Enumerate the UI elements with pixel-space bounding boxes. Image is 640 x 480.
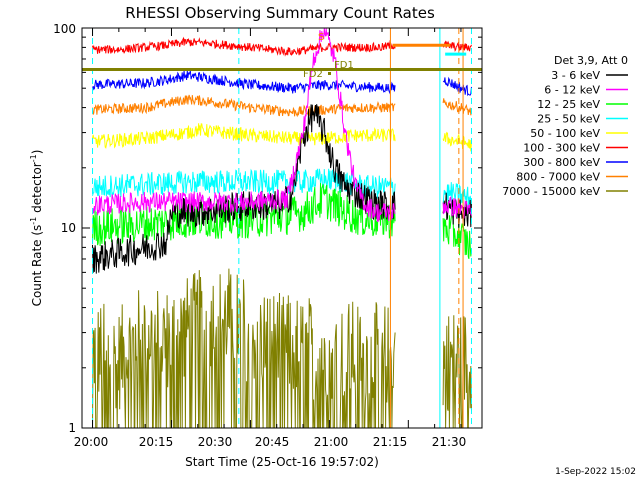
legend-label: 300 - 800 keV	[523, 156, 600, 169]
series-line-2	[92, 28, 472, 223]
x-tick-label: 21:15	[373, 435, 408, 449]
series-line-7	[92, 69, 472, 97]
x-ticks	[92, 28, 462, 428]
x-tick-label: 20:30	[198, 435, 233, 449]
y-tick-label: 1	[68, 421, 76, 435]
series-layer	[92, 28, 472, 429]
flag-s: S	[318, 32, 324, 43]
legend-label: 7000 - 15000 keV	[502, 185, 600, 198]
legend-label: 800 - 7000 keV	[516, 171, 600, 184]
legend-label: 3 - 6 keV	[551, 69, 600, 82]
marker-layer	[82, 28, 482, 428]
legend-label: 6 - 12 keV	[544, 84, 600, 97]
legend-label: 100 - 300 keV	[523, 142, 600, 155]
x-tick-label: 20:00	[74, 435, 109, 449]
x-tick-label: 21:30	[432, 435, 467, 449]
chart-title: RHESSI Observing Summary Count Rates	[125, 4, 435, 22]
series-line-8	[92, 94, 472, 118]
x-axis-label: Start Time (25-Oct-16 19:57:02)	[185, 455, 379, 469]
series-line-1	[92, 104, 472, 274]
legend-label: 25 - 50 keV	[537, 113, 600, 126]
x-tick-label: 20:45	[255, 435, 290, 449]
legend-header: Det 3,9, Att 0	[554, 54, 628, 67]
flag-fd2: FD2	[303, 69, 323, 80]
legend-label: 12 - 25 keV	[537, 98, 600, 111]
y-tick-label: 100	[53, 22, 76, 36]
series-line-6	[92, 36, 472, 57]
footer-timestamp: 1-Sep-2022 15:02	[555, 467, 636, 477]
x-tick-label: 20:15	[139, 435, 174, 449]
y-tick-label: 10	[61, 221, 76, 235]
legend-label: 50 - 100 keV	[530, 127, 600, 140]
series-line-9	[92, 268, 472, 429]
y-axis-label: Count Rate (s-1 detector-1)	[29, 150, 44, 307]
y-ticks	[82, 27, 482, 429]
x-tick-label: 21:00	[314, 435, 349, 449]
flag-fd1: FD1	[334, 60, 354, 71]
series-line-5	[92, 123, 472, 152]
flag-fd2-dot	[328, 72, 331, 75]
